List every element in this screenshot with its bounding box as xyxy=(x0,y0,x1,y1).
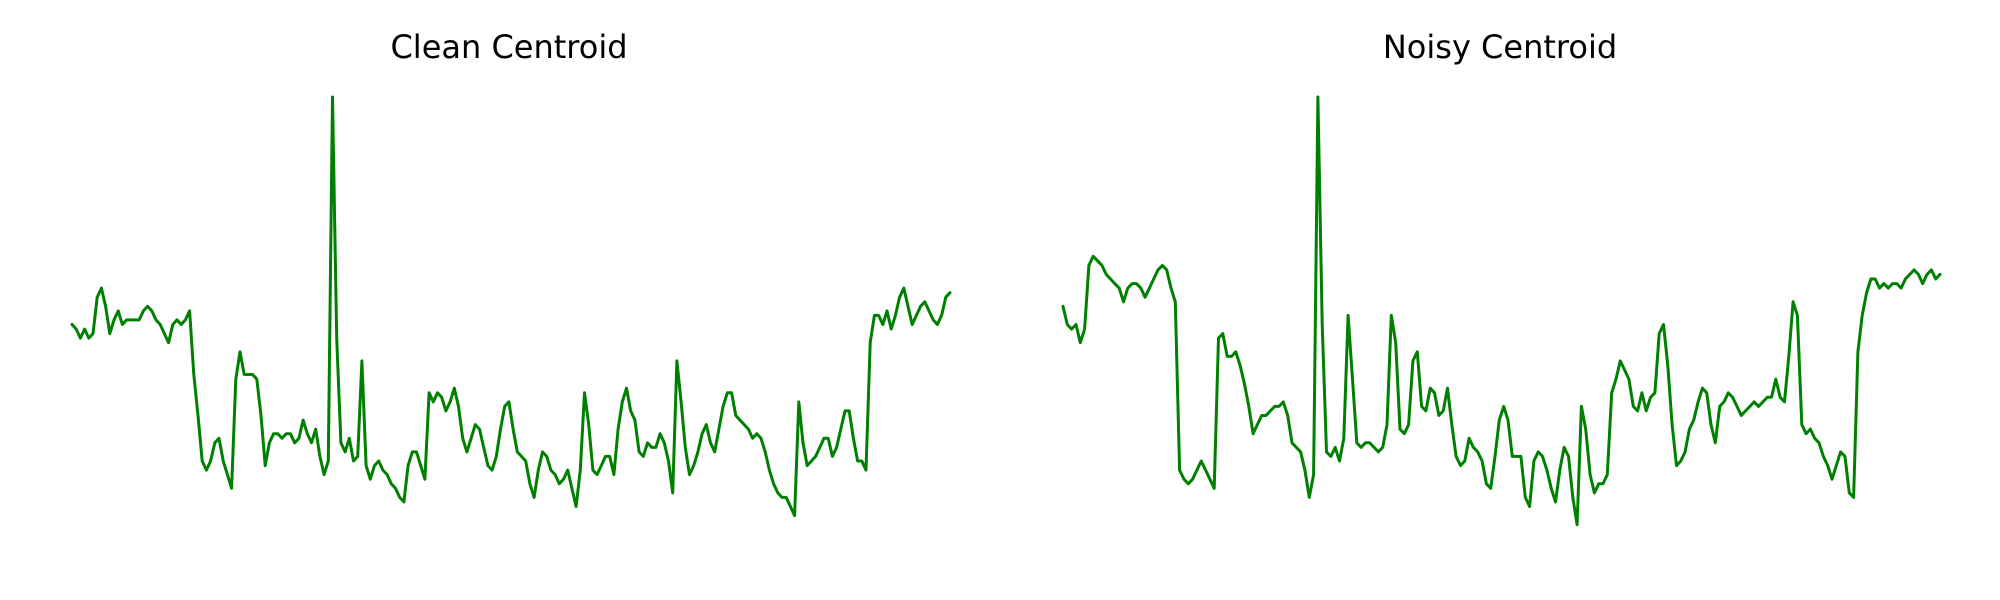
series-line-1-0 xyxy=(1061,95,1942,527)
chart-title-clean-centroid: Clean Centroid xyxy=(390,28,627,66)
plot-area-noisy-centroid xyxy=(1061,95,1942,527)
series-line-0-0 xyxy=(70,95,952,518)
chart-title-noisy-centroid: Noisy Centroid xyxy=(1383,28,1617,66)
plot-area-clean-centroid xyxy=(70,95,952,518)
chart-noisy-centroid: Noisy Centroid xyxy=(1061,28,1942,527)
chart-clean-centroid: Clean Centroid xyxy=(70,28,952,518)
